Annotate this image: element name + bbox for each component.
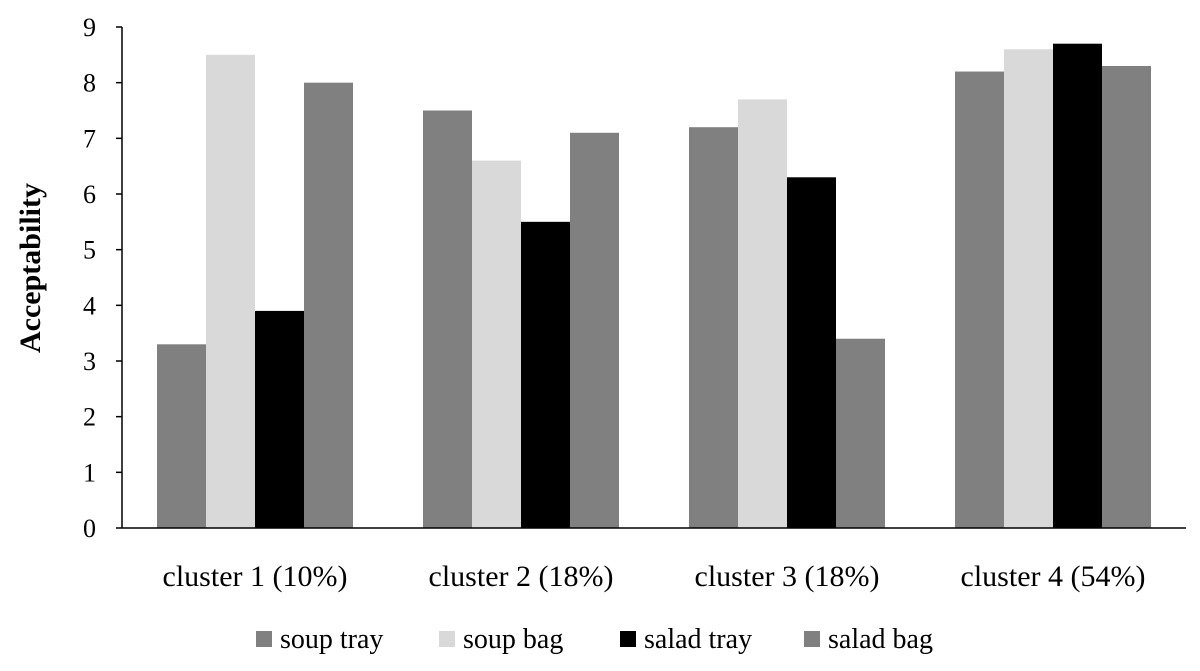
y-tick-label: 9 (83, 13, 96, 42)
y-tick-label: 1 (83, 458, 96, 487)
x-category-label: cluster 1 (10%) (163, 560, 348, 593)
bar-salad-tray (1053, 43, 1102, 528)
y-tick-label: 8 (83, 69, 96, 98)
y-tick-label: 2 (83, 403, 96, 432)
legend-label: salad bag (828, 624, 933, 655)
x-category-label: cluster 2 (18%) (429, 560, 614, 593)
legend-swatch (439, 631, 455, 647)
bar-soup-tray (955, 71, 1004, 529)
bar-salad-tray (787, 177, 836, 529)
bar-soup-bag (1004, 49, 1053, 529)
x-category-label: cluster 4 (54%) (961, 560, 1146, 593)
bar-soup-bag (472, 160, 521, 528)
y-tick-label: 6 (83, 180, 96, 209)
y-axis-title: Acceptability (14, 183, 47, 353)
legend: soup tray soup bag salad tray salad bag (256, 624, 933, 655)
y-tick-label: 4 (83, 291, 96, 320)
legend-swatch (256, 631, 272, 647)
x-category-label: cluster 3 (18%) (695, 560, 880, 593)
bar-soup-bag (206, 54, 255, 528)
bar-salad-tray (255, 310, 304, 528)
y-axis-ticks: 0 1 2 3 4 5 6 7 8 9 (83, 13, 122, 543)
y-tick-label: 0 (83, 514, 96, 543)
bar-soup-bag (738, 99, 787, 528)
legend-swatch (620, 631, 636, 647)
bars (157, 43, 1151, 529)
bar-salad-bag (570, 132, 619, 528)
bar-salad-bag (1102, 65, 1151, 528)
legend-label: soup tray (280, 624, 383, 655)
legend-label: salad tray (644, 624, 752, 655)
y-tick-label: 5 (83, 236, 96, 265)
legend-label: soup bag (463, 624, 563, 655)
y-tick-label: 7 (83, 124, 96, 153)
bar-soup-tray (157, 344, 206, 528)
bar-soup-tray (689, 127, 738, 528)
y-tick-label: 3 (83, 347, 96, 376)
x-axis-categories: cluster 1 (10%) cluster 2 (18%) cluster 3 … (163, 560, 1146, 593)
legend-swatch (804, 631, 820, 647)
bar-salad-bag (304, 82, 353, 529)
bar-soup-tray (423, 110, 472, 528)
bar-salad-bag (836, 338, 885, 528)
bar-salad-tray (521, 221, 570, 529)
